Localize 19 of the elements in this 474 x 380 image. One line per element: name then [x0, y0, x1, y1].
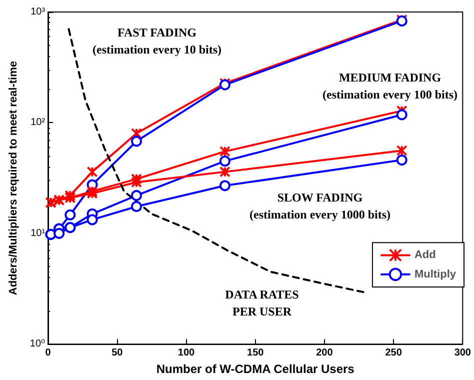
y-axis-title: Adders/Multipliers required to meet real-time — [8, 60, 20, 296]
annotation: MEDIUM FADING (estimation every 100 bits) — [322, 70, 458, 102]
y-tick-label: 10¹ — [30, 228, 46, 239]
x-tick-label: 0 — [45, 348, 52, 359]
x-tick-label: 300 — [454, 348, 472, 359]
y-tick-label: 10⁰ — [30, 338, 46, 350]
legend-label: Multiply — [414, 268, 457, 280]
legend-label: Add — [414, 249, 436, 262]
x-tick-label: 50 — [112, 348, 124, 359]
x-tick-label: 250 — [385, 348, 402, 359]
x-axis-title: Number of W-CDMA Cellular Users — [156, 362, 355, 376]
annotation: DATA RATES PER USER — [225, 288, 300, 318]
annotation: SLOW FADING (estimation every 1000 bits) — [250, 190, 390, 222]
annotation: FAST FADING (estimation every 10 bits) — [92, 26, 222, 56]
y-tick-label: 10³ — [30, 6, 46, 18]
x-tick-label: 150 — [247, 348, 264, 359]
y-tick-label: 10² — [30, 117, 46, 128]
x-tick-label: 100 — [178, 348, 196, 359]
x-tick-label: 200 — [316, 348, 334, 359]
